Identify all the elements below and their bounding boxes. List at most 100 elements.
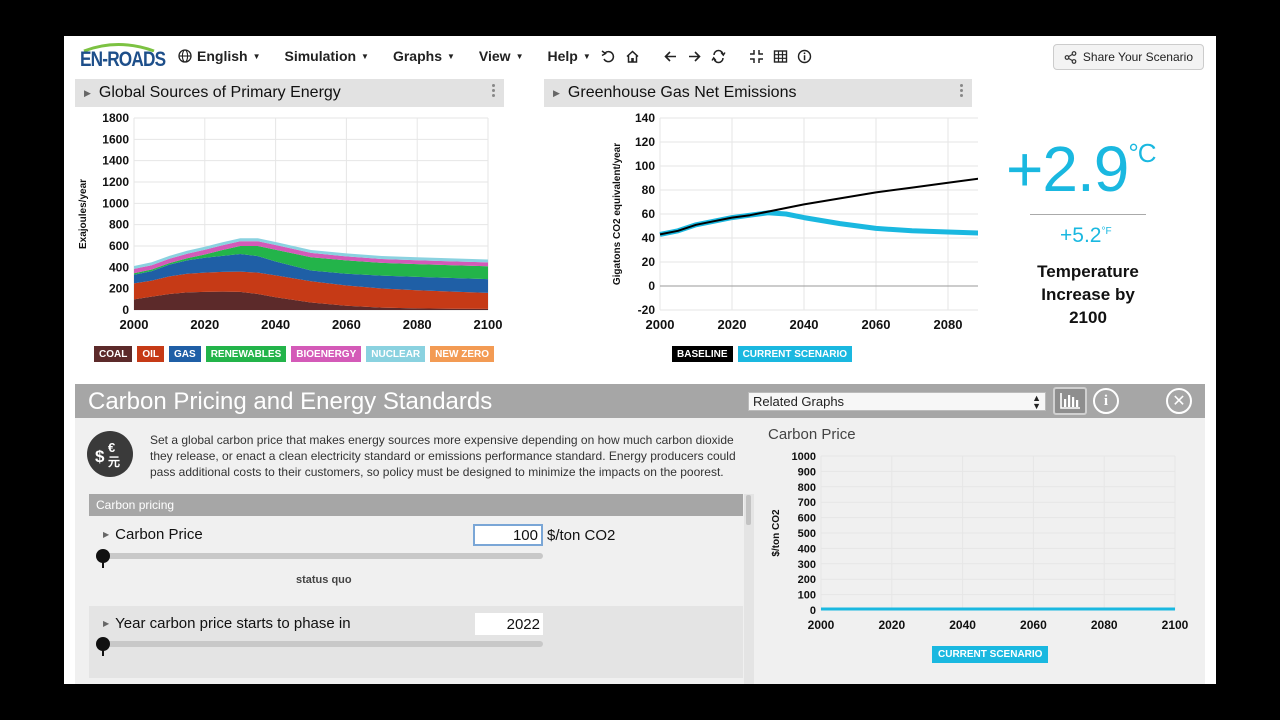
y-tick-label: 900 [798,466,816,478]
line-baseline [659,177,978,236]
y-tick-label: 1200 [102,175,129,189]
policy-panel-title: Carbon Pricing and Energy Standards [88,388,493,415]
more-options-icon[interactable] [960,84,964,97]
legend-current-scenario[interactable]: CURRENT SCENARIO [737,346,853,362]
graphs-menu[interactable]: Graphs ▼ [393,48,455,64]
info-icon[interactable] [796,47,812,65]
carbon-price-chart-title: Carbon Price [768,426,856,443]
home-icon[interactable] [624,47,640,65]
temperature-label: Temperature Increase by 2100 [1037,262,1139,327]
y-tick-label: 20 [642,255,656,269]
view-menu[interactable]: View ▼ [479,48,524,64]
currency-icon: $ € 元 [87,431,133,477]
legend-renewables[interactable]: RENEWABLES [205,346,287,362]
legend-bioenergy[interactable]: BIOENERGY [291,346,362,362]
x-tick-label: 2060 [1020,618,1047,632]
expand-triangle-icon[interactable]: ▶ [103,619,110,628]
share-scenario-button[interactable]: Share Your Scenario [1052,44,1204,70]
x-tick-label: 2100 [474,317,503,332]
expand-triangle-icon[interactable]: ▶ [553,87,560,98]
phase-in-year-knob[interactable] [96,637,110,651]
logo-arc [83,43,155,52]
bar-chart-icon [1060,393,1080,409]
y-tick-label: 800 [109,218,129,232]
y-tick-label: 120 [635,135,655,149]
expand-triangle-icon[interactable]: ▶ [84,87,91,98]
carbon-price-legend-current-scenario[interactable]: CURRENT SCENARIO [932,646,1049,663]
grid-icon[interactable] [772,47,788,65]
primary-energy-graph-header[interactable]: ▶ Global Sources of Primary Energy [75,79,504,107]
caret-down-icon: ▼ [446,51,455,61]
primary-energy-legend: COAL OIL GAS RENEWABLES BIOENERGY NUCLEAR NEW … [94,346,495,362]
knob-tick [102,560,104,568]
language-menu[interactable]: English ▼ [178,48,260,64]
carbon-price-label: Carbon Price [115,526,203,543]
temperature-fahrenheit-unit: °F [1101,226,1112,237]
caret-down-icon: ▼ [252,51,261,61]
share-scenario-label: Share Your Scenario [1082,50,1193,64]
legend-oil[interactable]: OIL [137,346,165,362]
collapse-icon[interactable] [748,47,764,65]
carbon-price-track[interactable] [101,553,543,559]
legend-baseline[interactable]: BASELINE [672,346,733,362]
related-graphs-select[interactable]: Related Graphs ▲ ▼ [748,392,1046,411]
knob-tick [102,648,104,656]
x-tick-label: 2060 [332,317,361,332]
logo-text: EN-ROADS [80,48,166,71]
x-tick-label: 2080 [934,317,963,332]
scrollbar-thumb[interactable] [746,495,751,525]
select-arrows-icon: ▲ ▼ [1032,393,1041,411]
undo-icon[interactable] [600,47,616,65]
temperature-celsius: +2.9°C [1006,132,1157,206]
y-tick-label: 40 [642,231,656,245]
en-roads-logo[interactable]: EN-ROADS [80,42,166,74]
app-window: EN-ROADS English ▼ Simulation ▼ Graphs ▼ Vi… [64,36,1216,684]
help-menu-label: Help [547,48,578,64]
legend-new-zero[interactable]: NEW ZERO [430,346,495,362]
carbon-price-slider-row: ▶ Carbon Price 100 $/ton CO2 status quo [89,516,743,604]
phase-in-year-label-group[interactable]: ▶ Year carbon price starts to phase in [103,615,351,632]
globe-icon [178,49,192,63]
main-menu: English ▼ Simulation ▼ Graphs ▼ View ▼ Help ▼ [178,48,615,64]
temperature-fahrenheit-value: +5.2 [1060,224,1102,247]
temperature-celsius-value: +2.9 [1006,133,1129,205]
policy-panel-header: Carbon Pricing and Energy Standards Rela… [75,384,1205,418]
language-menu-label: English [197,48,248,64]
legend-gas[interactable]: GAS [169,346,201,362]
phase-in-year-input[interactable]: 2022 [475,613,543,635]
area-gas [134,254,488,293]
bar-chart-button[interactable] [1053,387,1087,415]
x-tick-label: 2000 [646,317,675,332]
x-tick-label: 2020 [718,317,747,332]
simulation-menu[interactable]: Simulation ▼ [284,48,368,64]
y-tick-label: 400 [798,543,816,555]
area-renewables [134,246,488,280]
slider-list-scrollbar[interactable] [744,494,754,684]
y-tick-label: 300 [798,559,816,571]
x-tick-label: 2100 [1162,618,1189,632]
carbon-price-knob[interactable] [96,549,110,563]
svg-text:元: 元 [108,455,120,469]
y-tick-label: 700 [798,497,816,509]
carbon-price-input[interactable]: 100 [473,524,543,546]
y-tick-label: 400 [109,260,129,274]
panel-close-button[interactable]: ✕ [1166,388,1192,414]
swap-icon[interactable] [710,47,726,65]
forward-arrow-icon[interactable] [686,47,702,65]
carbon-pricing-section-header[interactable]: Carbon pricing [89,494,743,516]
ghg-emissions-graph-header[interactable]: ▶ Greenhouse Gas Net Emissions [544,79,972,107]
carbon-price-label-group[interactable]: ▶ Carbon Price [103,526,203,543]
x-tick-label: 2080 [1091,618,1118,632]
help-menu[interactable]: Help ▼ [547,48,590,64]
legend-coal[interactable]: COAL [94,346,133,362]
expand-triangle-icon[interactable]: ▶ [103,530,110,539]
legend-nuclear[interactable]: NUCLEAR [366,346,426,362]
more-options-icon[interactable] [492,84,496,97]
policy-panel: Carbon Pricing and Energy Standards Rela… [75,384,1205,684]
back-arrow-icon[interactable] [662,47,678,65]
panel-info-button[interactable]: i [1093,388,1119,414]
phase-in-year-track[interactable] [101,641,543,647]
y-axis-label: Exajoules/year [78,179,89,249]
x-tick-label: 2000 [120,317,149,332]
policy-description: Set a global carbon price that makes ene… [150,433,736,479]
